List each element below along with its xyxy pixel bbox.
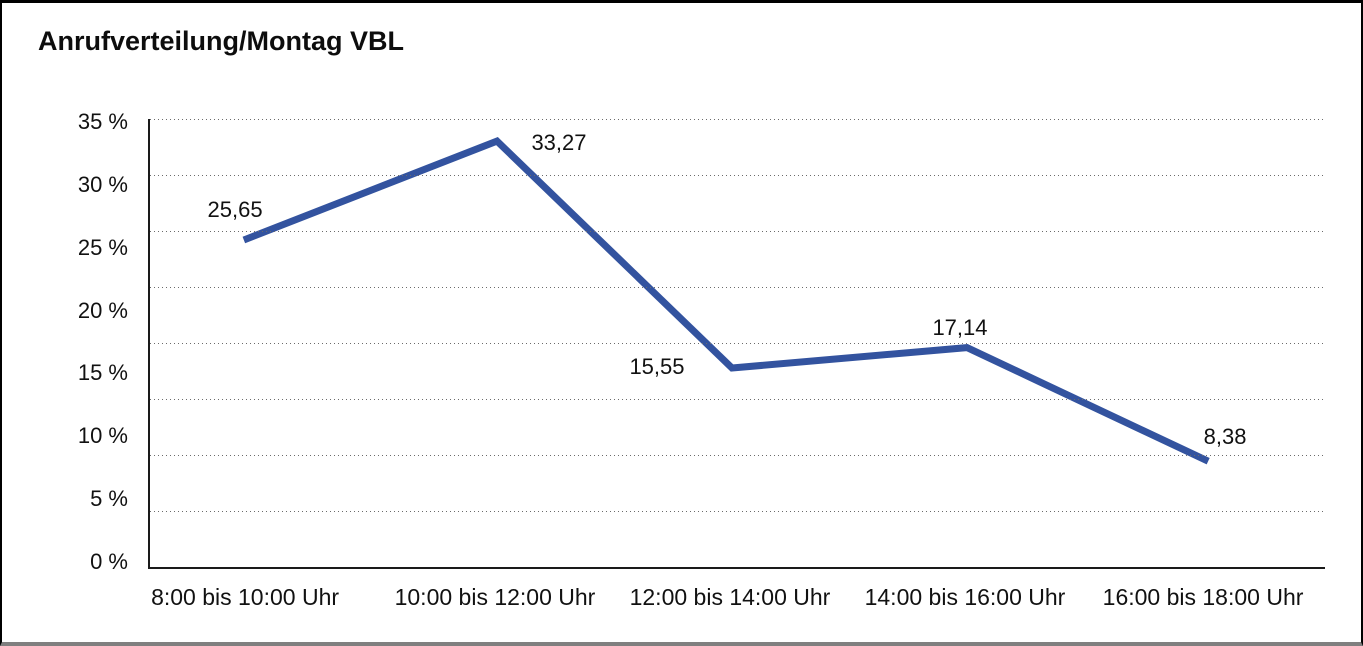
x-axis-category-label: 14:00 bis 16:00 Uhr — [864, 584, 1066, 610]
gridline — [150, 287, 1325, 288]
gridline — [150, 231, 1325, 232]
y-axis-tick-label: 5 % — [90, 486, 128, 512]
gridline — [150, 511, 1325, 512]
gridline — [150, 455, 1325, 456]
data-point-label: 15,55 — [629, 353, 685, 379]
y-axis-tick-label: 25 % — [77, 234, 128, 260]
data-point-label: 25,65 — [207, 196, 263, 222]
y-axis-tick-label: 20 % — [77, 297, 128, 323]
chart-title: Anrufverteilung/Montag VBL — [38, 26, 404, 56]
gridline — [150, 399, 1325, 400]
x-axis-category-label: 8:00 bis 10:00 Uhr — [151, 584, 340, 610]
plot-area: 25,65 33,27 15,55 17,14 8,38 — [148, 119, 1325, 569]
data-point-label: 8,38 — [1203, 423, 1247, 449]
x-axis-category-label: 16:00 bis 18:00 Uhr — [1102, 584, 1304, 610]
series-line — [242, 137, 1210, 465]
x-axis-category-label: 12:00 bis 14:00 Uhr — [629, 584, 831, 610]
data-point-label: 33,27 — [531, 130, 587, 156]
gridline — [150, 119, 1325, 120]
y-axis-tick-label: 15 % — [77, 360, 128, 386]
y-axis-tick-label: 35 % — [77, 109, 128, 134]
gridline — [150, 175, 1325, 176]
y-axis-tick-label: 0 % — [90, 548, 128, 574]
y-axis-tick-label: 10 % — [77, 423, 128, 449]
line-chart-canvas — [242, 137, 1210, 465]
data-point-label: 17,14 — [932, 314, 988, 340]
x-axis-category-label: 10:00 bis 12:00 Uhr — [394, 584, 596, 610]
y-axis-tick-label: 30 % — [77, 171, 128, 197]
gridline — [150, 343, 1325, 344]
